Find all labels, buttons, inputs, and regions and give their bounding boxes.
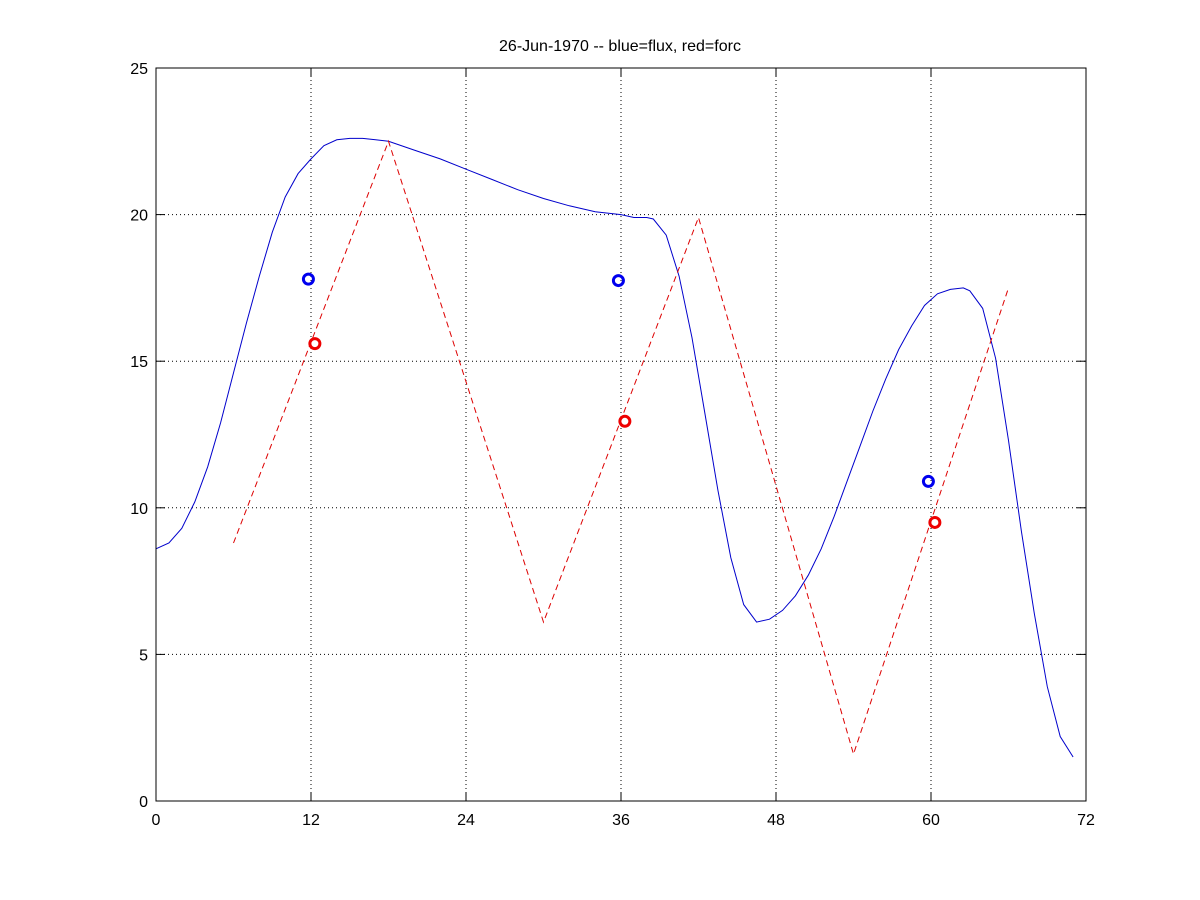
- y-tick-label: 5: [139, 647, 148, 664]
- marker-flux: [301, 272, 315, 286]
- marker-flux: [611, 274, 625, 288]
- x-tick-label: 72: [1077, 812, 1095, 829]
- marker-forc: [618, 414, 632, 428]
- y-tick-label: 25: [130, 61, 148, 78]
- x-tick-label: 48: [767, 812, 785, 829]
- marker-flux: [921, 474, 935, 488]
- marker-forc: [308, 337, 322, 351]
- x-tick-label: 12: [302, 812, 320, 829]
- chart-title: 26-Jun-1970 -- blue=flux, red=forc: [499, 38, 741, 55]
- x-tick-label: 0: [152, 812, 161, 829]
- y-tick-label: 10: [130, 501, 148, 518]
- marker-forc: [928, 515, 942, 529]
- y-tick-label: 0: [139, 794, 148, 811]
- x-tick-label: 24: [457, 812, 475, 829]
- data-markers: [301, 272, 942, 529]
- axis-ticks: 0 12 24 36 48 60 72 0 5 10 15 20 25: [130, 61, 1095, 829]
- y-tick-label: 20: [130, 208, 148, 225]
- series-line-flux: [155, 137, 1074, 758]
- y-tick-label: 15: [130, 354, 148, 371]
- x-tick-label: 36: [612, 812, 630, 829]
- x-tick-label: 60: [922, 812, 940, 829]
